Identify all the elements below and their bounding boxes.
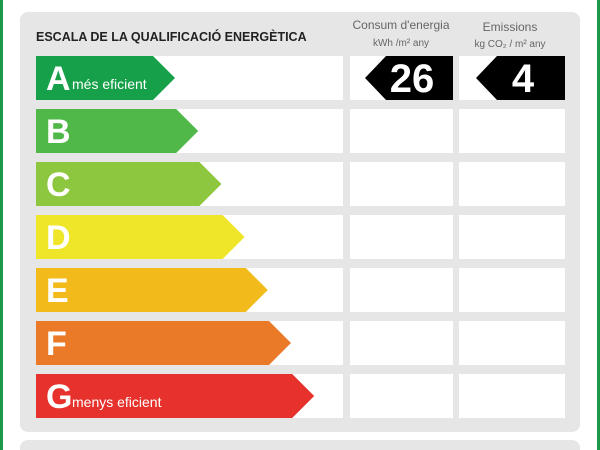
consumption-value: 26 — [390, 57, 435, 101]
rating-arrow — [36, 56, 175, 100]
cell — [459, 268, 565, 312]
cell — [350, 321, 453, 365]
cell — [459, 321, 565, 365]
rating-letter: A — [46, 60, 71, 98]
title: ESCALA DE LA QUALIFICACIÓ ENERGÈTICA — [36, 29, 307, 44]
cell — [350, 162, 453, 206]
cell — [459, 215, 565, 259]
rating-letter: C — [46, 166, 71, 204]
rating-letter: G — [46, 378, 72, 416]
rating-arrow — [36, 215, 245, 259]
panel-lower — [20, 440, 580, 450]
rating-arrow — [36, 162, 222, 206]
cell — [459, 109, 565, 153]
column-title: Emissions — [483, 20, 538, 34]
column-unit: kWh /m² any — [373, 38, 429, 49]
column-unit: kg CO₂ / m² any — [474, 39, 545, 50]
rating-letter: D — [46, 219, 71, 257]
rating-arrow — [36, 268, 268, 312]
rating-arrow — [36, 374, 315, 418]
cell — [459, 374, 565, 418]
cell — [350, 215, 453, 259]
rating-letter: B — [46, 113, 71, 151]
rating-arrow — [36, 321, 291, 365]
rating-letter: F — [46, 325, 67, 363]
cell — [350, 374, 453, 418]
column-title: Consum d'energia — [352, 18, 449, 32]
value-badge — [365, 56, 453, 100]
emissions-value: 4 — [512, 57, 535, 101]
rating-arrow — [36, 109, 199, 153]
cell — [350, 268, 453, 312]
cell — [350, 109, 453, 153]
cell — [459, 162, 565, 206]
rating-letter: E — [46, 272, 69, 310]
rating-label: menys eficient — [72, 394, 162, 410]
value-badge — [476, 56, 565, 100]
rating-label: més eficient — [72, 76, 147, 92]
